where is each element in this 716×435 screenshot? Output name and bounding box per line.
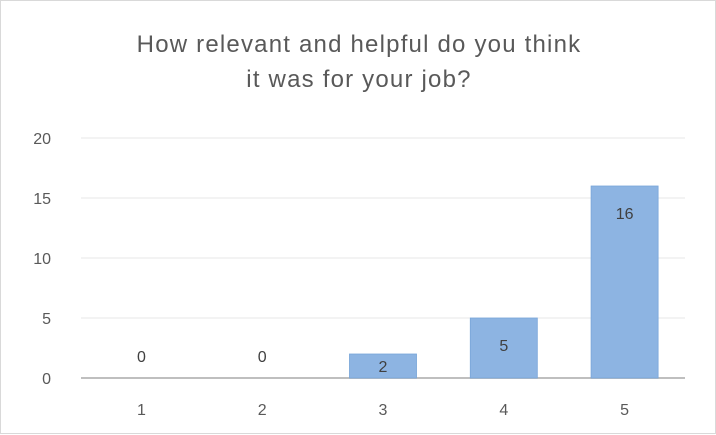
x-tick-label: 3 <box>379 402 388 419</box>
bar <box>349 353 417 379</box>
x-axis: 1 2 3 4 5 <box>81 377 685 419</box>
data-labels: 0 0 2 5 16 <box>137 206 634 376</box>
chart-title-line-2: it was for your job? <box>246 66 472 93</box>
data-label: 2 <box>379 359 388 376</box>
y-tick-label: 5 <box>42 311 51 328</box>
x-tick-label: 5 <box>620 402 629 419</box>
y-tick-label: 20 <box>33 131 51 148</box>
y-tick-label: 15 <box>33 191 51 208</box>
chart-title-line-1: How relevant and helpful do you think <box>136 31 582 58</box>
gridlines <box>81 137 685 319</box>
data-label: 0 <box>258 349 267 366</box>
y-tick-label: 0 <box>42 371 51 388</box>
y-tick-label: 10 <box>33 251 51 268</box>
chart-title: How relevant and helpful do you think it… <box>1 27 716 97</box>
data-label: 0 <box>137 349 146 366</box>
data-label: 5 <box>499 338 508 355</box>
y-axis: 0 5 10 15 20 <box>33 131 51 388</box>
x-tick-label: 2 <box>258 402 267 419</box>
bar <box>469 317 538 379</box>
bar <box>590 185 659 379</box>
x-tick-label: 1 <box>137 402 146 419</box>
bars <box>349 185 659 379</box>
x-tick-label: 4 <box>499 402 508 419</box>
data-label: 16 <box>616 206 634 223</box>
